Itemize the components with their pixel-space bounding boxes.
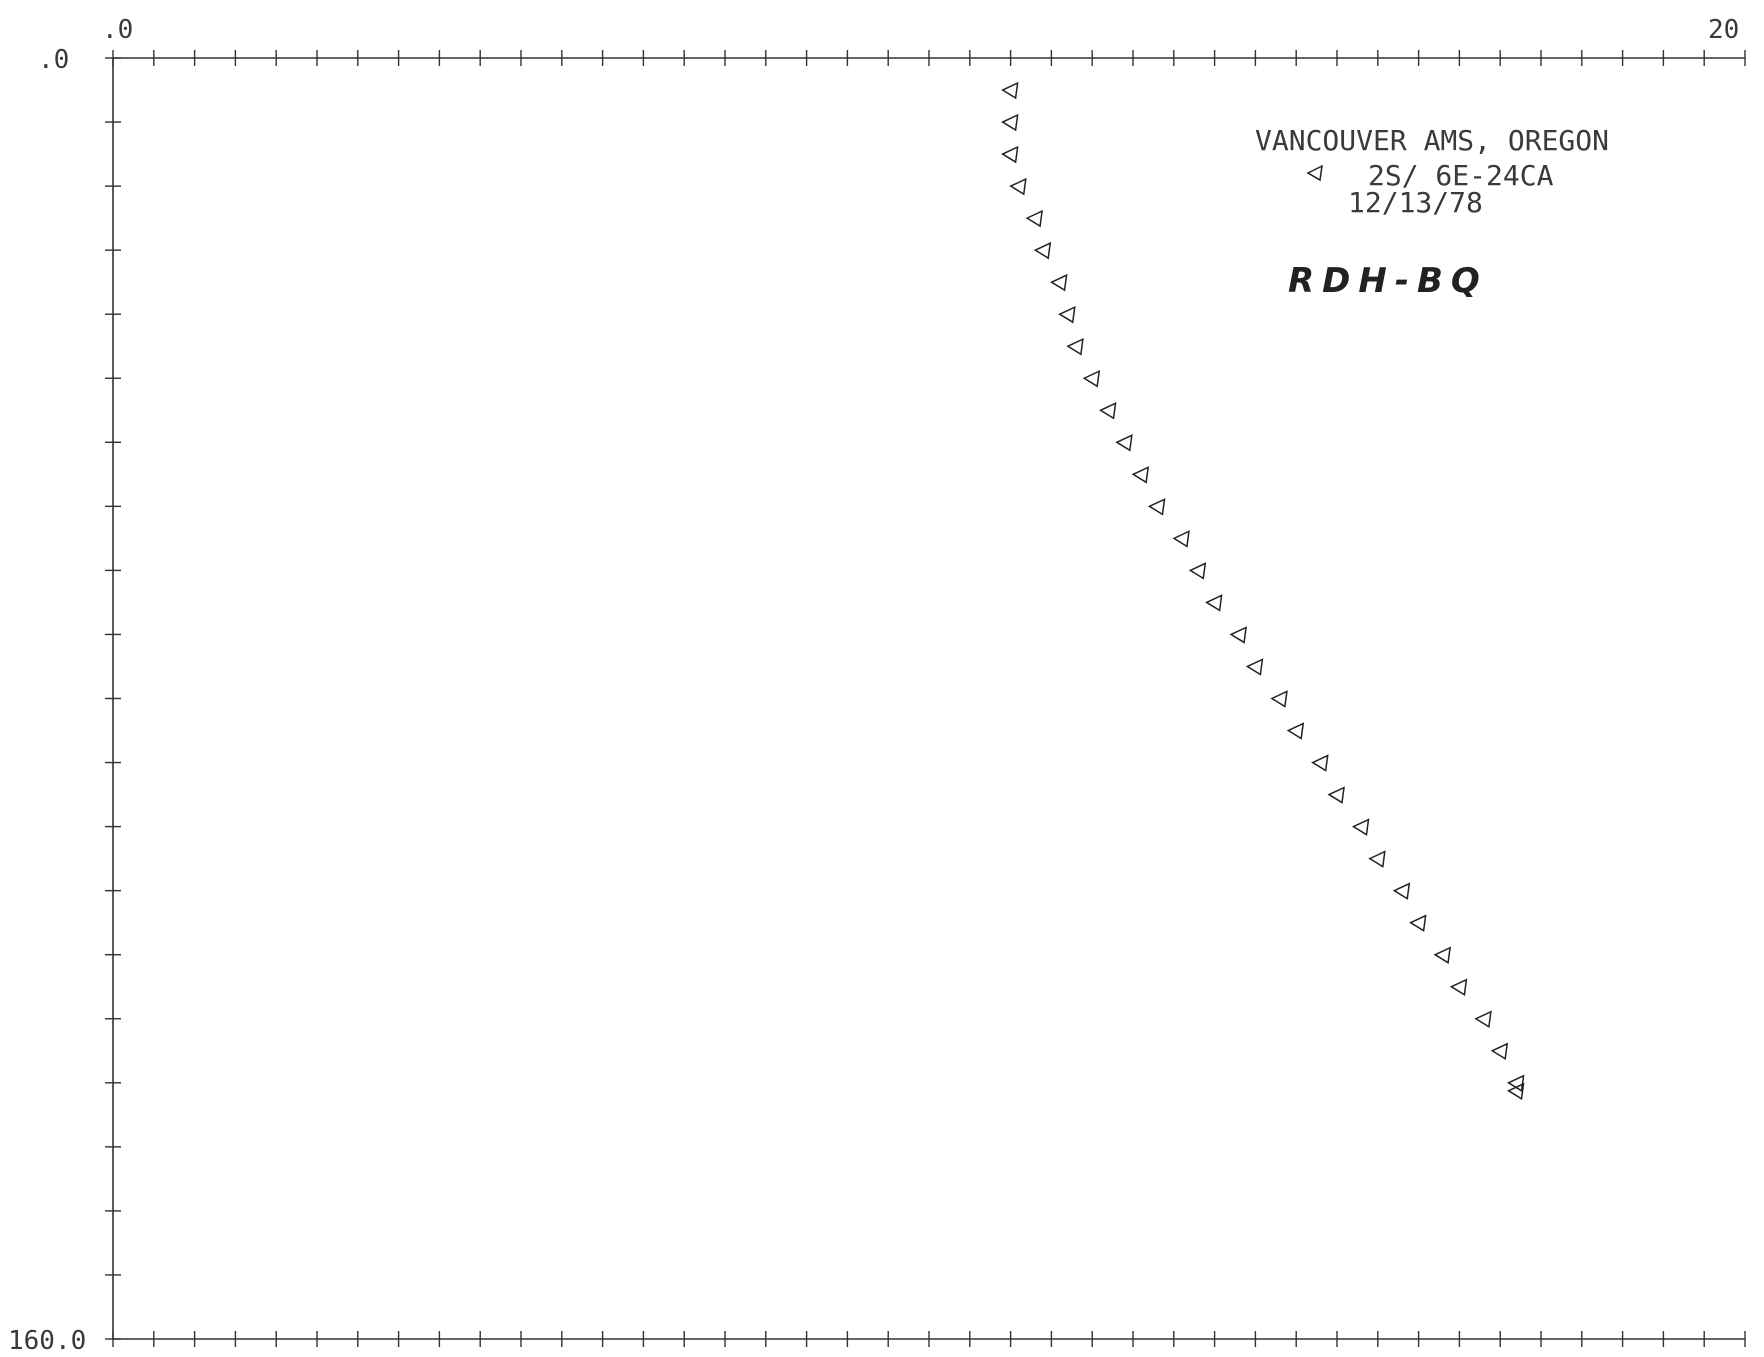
y-tick-label-start: .0 [38,45,69,75]
handwritten-note: RDH-BQ [1288,261,1488,301]
legend-marker-triangle-icon [1306,164,1323,182]
legend-entry: 2S/ 6E-24CA [1306,159,1554,192]
data-point-triangle [1351,818,1370,836]
x-tick-label-start: .0 [102,15,133,45]
data-point-triangle [1025,209,1044,228]
data-point-triangle [1392,882,1411,900]
data-point-triangle [1147,498,1166,516]
data-point-triangle [1001,113,1019,132]
data-point-triangle [1368,850,1386,868]
data-point-triangle [1033,241,1052,260]
data-point-triangle [1245,658,1264,676]
data-point-triangle [1066,337,1084,356]
data-point-triangle [1506,1074,1525,1093]
data-points [1001,81,1525,1101]
axis-ticks [105,50,1746,1347]
chart-title: VANCOUVER AMS, OREGON [1255,124,1609,157]
data-point-triangle [1449,978,1468,996]
data-point-triangle [1229,626,1248,644]
date-label: 12/13/78 [1348,186,1483,219]
data-point-triangle [1286,722,1305,740]
data-point-triangle [1506,1082,1525,1101]
data-point-triangle [1409,914,1427,932]
data-point-triangle [1327,786,1345,804]
data-point-triangle [1490,1042,1509,1061]
data-point-triangle [1311,754,1329,772]
data-point-triangle [1001,145,1019,164]
data-point-triangle [1188,562,1207,580]
data-point-triangle [1115,434,1133,452]
y-tick-label-end: 160.0 [8,1326,86,1356]
data-point-triangle [1270,690,1288,708]
data-point-triangle [1009,177,1027,196]
data-point-triangle [1172,530,1190,548]
data-point-triangle [1049,273,1068,292]
data-point-triangle [1205,594,1223,612]
data-point-triangle [1001,81,1019,100]
data-point-triangle [1474,1010,1492,1028]
data-point-triangle [1082,369,1101,388]
legend-label: 2S/ 6E-24CA [1368,159,1554,192]
data-point-triangle [1098,402,1117,420]
x-tick-label-end: 20 [1708,15,1739,45]
data-point-triangle [1058,305,1076,324]
data-point-triangle [1131,466,1150,484]
data-point-triangle [1433,946,1452,964]
